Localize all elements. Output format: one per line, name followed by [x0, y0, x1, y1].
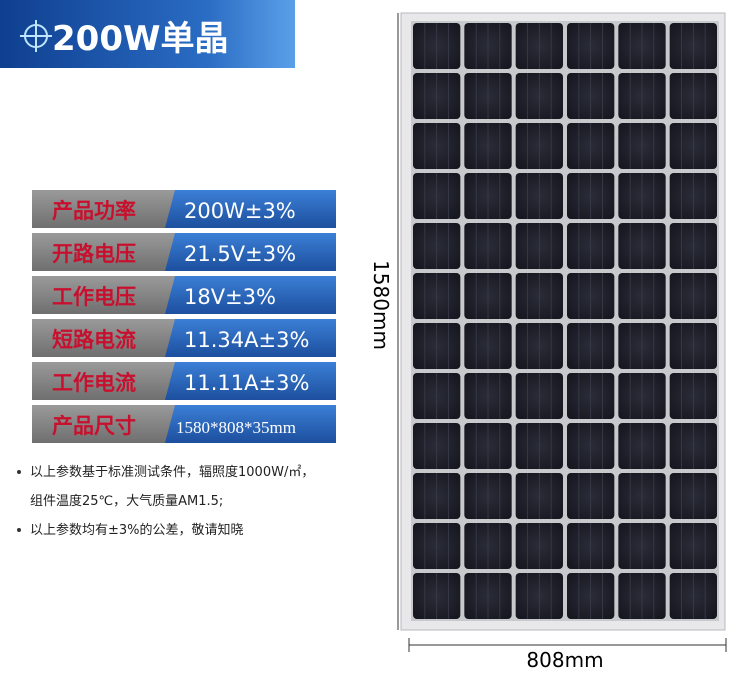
logo-icon: [20, 20, 52, 52]
spec-value-cell: [165, 405, 336, 443]
height-label: 1580mm: [369, 260, 393, 350]
spec-value: 200W±3%: [184, 199, 296, 223]
spec-label-cell: [32, 405, 182, 443]
spec-value-cell: [165, 362, 336, 400]
spec-value: 1580*808*35mm: [176, 418, 296, 437]
spec-label: 工作电压: [52, 285, 136, 309]
spec-value-cell: [165, 190, 336, 228]
spec-label-cell: [32, 233, 182, 271]
spec-table: 产品功率 200W±3% 开路电压 21.5V±3% 工作电压 18V±3% 短路电流 11.…: [32, 190, 336, 443]
spec-label: 产品尺寸: [52, 414, 136, 438]
note-text: 组件温度25℃，大气质量AM1.5;: [30, 493, 223, 509]
spec-value-cell: [165, 319, 336, 357]
note-text: 以上参数基于标准测试条件，辐照度1000W/㎡，: [30, 464, 314, 480]
panel-cells: [413, 23, 717, 619]
spec-label-cell: [32, 190, 182, 228]
note-bullet: [17, 470, 21, 474]
panel-backsheet: [411, 21, 719, 621]
spec-value-cell: [165, 233, 336, 271]
spec-label-cell: [32, 319, 182, 357]
title-banner: [0, 0, 295, 68]
spec-value-cell: [165, 276, 336, 314]
spec-label-cell: [32, 276, 182, 314]
spec-value: 11.34A±3%: [184, 328, 309, 352]
spec-label: 产品功率: [52, 199, 136, 223]
notes: 以上参数基于标准测试条件，辐照度1000W/㎡， 组件温度25℃，大气质量AM1.…: [17, 464, 314, 538]
note-text: 以上参数均有±3%的公差，敬请知晓: [30, 522, 244, 538]
spec-value: 21.5V±3%: [184, 242, 296, 266]
spec-label: 短路电流: [52, 328, 136, 352]
spec-label: 开路电压: [52, 242, 136, 266]
note-bullet: [17, 528, 21, 532]
title: 200W单晶: [52, 19, 228, 59]
spec-label-cell: [32, 362, 182, 400]
spec-value: 18V±3%: [184, 285, 276, 309]
spec-label: 工作电流: [52, 371, 136, 395]
spec-value: 11.11A±3%: [184, 371, 309, 395]
width-label: 808mm: [526, 648, 603, 672]
